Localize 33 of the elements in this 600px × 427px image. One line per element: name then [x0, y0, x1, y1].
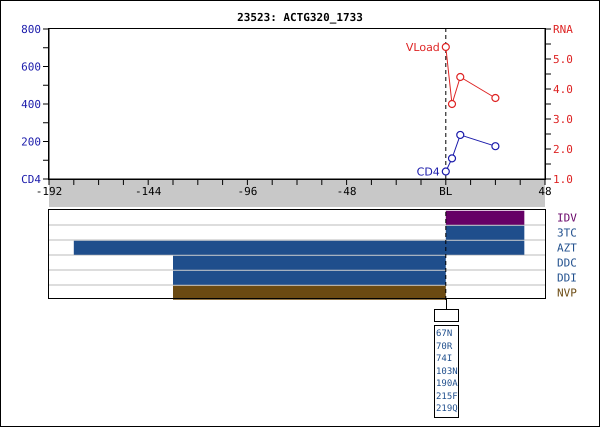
y-tick-label: AZT — [557, 242, 578, 254]
text: 103N — [436, 366, 458, 378]
text: 70R — [436, 340, 454, 353]
y2-tick-label: 5.0 — [553, 52, 573, 66]
text: 219Q — [436, 403, 458, 416]
y2-tick-label: 3.0 — [553, 112, 573, 126]
text: 74I — [436, 353, 454, 366]
x-tick-label: -48 — [336, 184, 357, 198]
y2-tick-label: 1.0 — [553, 172, 573, 186]
text: 215F — [436, 390, 458, 403]
y-tick-label: NVP — [557, 286, 578, 300]
y2-tick-label: 2.0 — [553, 142, 573, 156]
text: 67N — [436, 328, 454, 340]
y2-tick-label: RNA — [553, 22, 574, 36]
series-label: CD4 — [416, 166, 440, 178]
y-tick-label: 800 — [21, 22, 41, 36]
y-tick-label: 3TC — [557, 226, 577, 240]
series-label: VLoad — [406, 41, 440, 54]
x-tick-label: -144 — [134, 184, 162, 198]
chart-title: 23523: ACTG320_1733 — [236, 11, 364, 24]
y-tick-label: IDV — [557, 212, 578, 224]
y-tick-label: DDI — [557, 272, 577, 284]
y2-tick-label: 4.0 — [553, 82, 573, 96]
y-tick-label: DDC — [557, 256, 577, 270]
x-tick-label: -96 — [237, 184, 258, 198]
x-tick-label: BL — [439, 184, 453, 198]
x-tick-label: -192 — [36, 184, 62, 198]
y-tick-label: 400 — [21, 98, 41, 111]
y-tick-label: 200 — [21, 135, 41, 148]
text: 190A — [436, 378, 458, 390]
y-tick-label: CD4 — [21, 172, 42, 186]
x-tick-label: 48 — [538, 184, 552, 198]
y-tick-label: 600 — [21, 60, 41, 74]
